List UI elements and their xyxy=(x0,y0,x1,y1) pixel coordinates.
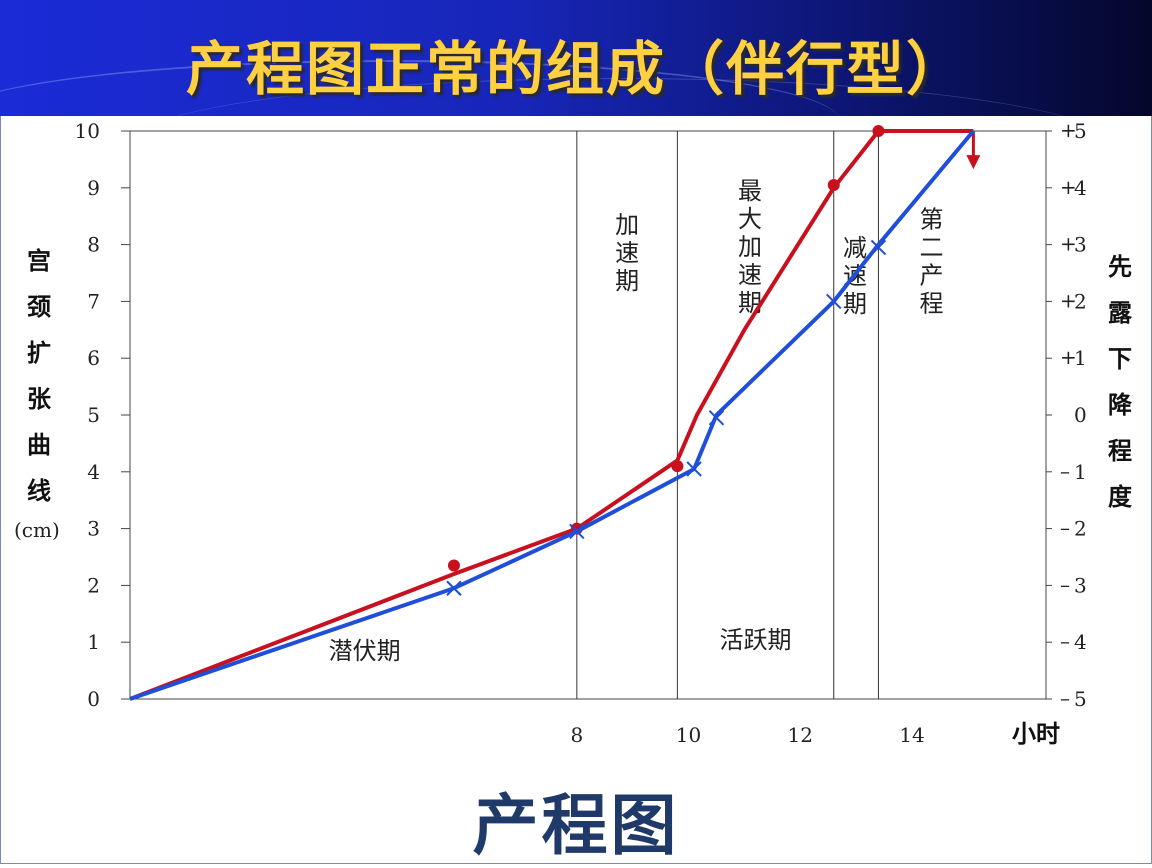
phase-label-char: 速 xyxy=(738,261,762,289)
phase-label-char: 加 xyxy=(738,233,762,261)
phase-label-char: 期 xyxy=(615,267,639,295)
y2-tick-sign: + xyxy=(1060,118,1077,142)
y2-tick-label: 2 xyxy=(1074,289,1087,313)
series-end-arrow-head xyxy=(966,155,981,170)
y-tick-label: 7 xyxy=(87,289,100,313)
y-tick-label: 4 xyxy=(87,460,100,484)
x-tick-label: 12 xyxy=(788,723,813,747)
title-swirl-decoration xyxy=(0,60,840,116)
y-tick-label: 9 xyxy=(87,176,100,200)
phase-label-char: 第 xyxy=(920,206,944,234)
y2-tick-label: 1 xyxy=(1074,460,1087,484)
phase-label-char: 加 xyxy=(615,211,639,239)
series-marker-cross xyxy=(446,580,462,596)
y-tick-label: 5 xyxy=(87,403,100,427)
y2-tick-sign: – xyxy=(1060,686,1070,710)
y2-tick-sign: + xyxy=(1060,175,1077,199)
y2-tick-sign: + xyxy=(1060,288,1077,312)
y-tick-label: 10 xyxy=(75,119,100,143)
series-line xyxy=(129,129,975,701)
y2-tick-label: 0 xyxy=(1074,403,1087,427)
axis-title-char: 曲 xyxy=(27,430,51,459)
y-tick-label: 2 xyxy=(87,573,100,597)
y2-tick-sign: – xyxy=(1060,629,1070,653)
y2-tick-sign: + xyxy=(1060,345,1077,369)
right-axis-title: 先露下降程度 xyxy=(1098,244,1142,520)
phase-label-vertical: 最大加速期 xyxy=(738,177,762,317)
axis-title-char: 降 xyxy=(1108,390,1132,419)
series-layer xyxy=(129,125,981,701)
phase-label-vertical: 第二产程 xyxy=(920,206,944,318)
axis-title-char: 度 xyxy=(1108,482,1132,511)
slide-title: 产程图正常的组成（伴行型） xyxy=(185,35,966,103)
series-marker-dot xyxy=(671,460,684,473)
phase-label: 潜伏期 xyxy=(329,637,401,665)
phase-label-char: 大 xyxy=(738,205,762,233)
y2-tick-sign: + xyxy=(1060,232,1077,256)
axis-title-char: 线 xyxy=(27,476,51,505)
series-marker-cross xyxy=(870,239,887,256)
series-marker-dot xyxy=(872,125,885,137)
y2-tick-label: 4 xyxy=(1074,630,1087,654)
phase-label-char: 产 xyxy=(920,262,944,290)
y2-tick-label: 3 xyxy=(1074,233,1087,257)
axis-title-char: 宫 xyxy=(27,246,51,275)
phase-label-char: 期 xyxy=(843,290,867,318)
x-axis-unit-label: 小时 xyxy=(1012,719,1060,748)
y2-tick-sign: – xyxy=(1060,459,1070,483)
y2-tick-label: 4 xyxy=(1074,176,1087,200)
x-tick-label: 8 xyxy=(570,723,583,747)
y2-tick-label: 5 xyxy=(1074,119,1087,143)
y2-tick-sign: – xyxy=(1060,572,1070,596)
axis-title-char: 颈 xyxy=(27,292,51,321)
series-line xyxy=(129,129,974,701)
series-marker-cross xyxy=(686,461,702,477)
phase-label: 活跃期 xyxy=(720,626,792,654)
axis-title-char: 露 xyxy=(1108,298,1132,327)
x-tick-label: 14 xyxy=(899,723,924,747)
y2-tick-sign: – xyxy=(1060,516,1070,540)
series-marker-dot xyxy=(447,559,460,572)
y2-tick-label: 5 xyxy=(1074,687,1087,711)
phase-label-vertical: 加速期 xyxy=(615,211,639,295)
axis-title-char: 程 xyxy=(1108,436,1132,465)
y-tick-label: 0 xyxy=(87,687,100,711)
left-axis-title: 宫颈扩张曲线 xyxy=(18,238,60,514)
axis-title-char: 先 xyxy=(1108,252,1132,281)
axis-title-char: 下 xyxy=(1108,344,1132,373)
y-tick-label: 8 xyxy=(87,233,100,257)
title-swirl-decoration-2 xyxy=(120,78,1120,116)
y-tick-label: 1 xyxy=(87,630,100,654)
phase-label-char: 减 xyxy=(843,234,867,262)
series-marker-cross xyxy=(826,293,842,310)
axis-title-char: 张 xyxy=(27,384,51,413)
left-axis-unit: (cm) xyxy=(14,518,60,542)
series-marker-cross xyxy=(569,523,585,540)
y2-tick-label: 2 xyxy=(1074,517,1087,541)
series-marker-dot xyxy=(827,178,840,191)
plot-frame xyxy=(129,130,1047,700)
title-bar: 产程图正常的组成（伴行型） xyxy=(0,0,1152,116)
phase-label-char: 最 xyxy=(738,177,762,205)
series-marker-cross xyxy=(708,410,725,426)
y2-tick-label: 1 xyxy=(1074,346,1087,370)
x-tick-label: 10 xyxy=(676,723,701,747)
phase-label-char: 二 xyxy=(920,234,944,262)
phase-boundary-layer xyxy=(576,131,879,699)
y2-tick-label: 3 xyxy=(1074,573,1087,597)
phase-label-char: 期 xyxy=(738,289,762,317)
footer-title: 产程图 xyxy=(472,786,680,864)
phase-label-char: 速 xyxy=(615,239,639,267)
axis-title-char: 扩 xyxy=(27,338,51,367)
phase-label-char: 程 xyxy=(920,290,944,318)
y-tick-label: 6 xyxy=(87,346,100,370)
y-tick-label: 3 xyxy=(87,517,100,541)
